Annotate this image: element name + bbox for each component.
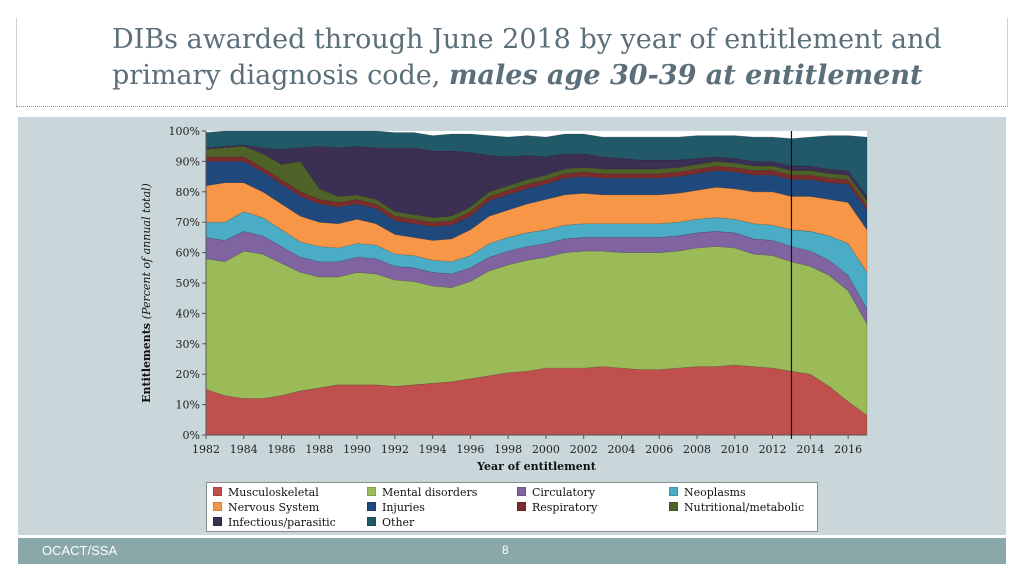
title-divider (16, 106, 1008, 107)
legend-swatch-neoplasms (669, 487, 678, 496)
legend-label: Nutritional/metabolic (684, 501, 805, 514)
x-tick-label: 1992 (381, 443, 409, 456)
x-tick-label: 2010 (721, 443, 749, 456)
y-tick-label: 70% (176, 216, 200, 229)
y-tick-label: 90% (176, 155, 200, 168)
legend-swatch-musculoskeletal (213, 487, 222, 496)
title-area: DIBs awarded through June 2018 by year o… (0, 0, 1024, 108)
legend-swatch-other (367, 517, 376, 526)
x-tick-label: 2016 (834, 443, 862, 456)
title-line-2: primary diagnosis code, males age 30-39 … (112, 58, 992, 94)
chart-legend: Musculoskeletal Nervous System Infectious/… (206, 482, 818, 532)
x-tick-label: 2002 (570, 443, 598, 456)
x-tick-label: 2012 (759, 443, 787, 456)
x-tick-label: 1982 (192, 443, 220, 456)
legend-item-circulatory: Circulatory (517, 485, 595, 500)
legend-item-nervous: Nervous System (213, 500, 319, 515)
x-tick-label: 1990 (343, 443, 371, 456)
slide-title: DIBs awarded through June 2018 by year o… (112, 22, 992, 94)
x-tick-label: 2006 (645, 443, 673, 456)
x-tick-label: 2004 (607, 443, 635, 456)
y-tick-label: 30% (176, 338, 200, 351)
x-tick-label: 1994 (419, 443, 447, 456)
x-axis-title: Year of entitlement (476, 460, 597, 473)
y-tick-label: 10% (176, 399, 200, 412)
legend-label: Infectious/parasitic (228, 516, 336, 529)
legend-swatch-nervous (213, 502, 222, 511)
title-line-2-plain: primary diagnosis code, (112, 60, 449, 91)
y-tick-label: 20% (176, 368, 200, 381)
y-tick-label: 50% (176, 277, 200, 290)
y-tick-label: 80% (176, 186, 200, 199)
legend-item-infectious: Infectious/parasitic (213, 515, 336, 530)
legend-swatch-nutritional (669, 502, 678, 511)
legend-item-musculoskeletal: Musculoskeletal (213, 485, 319, 500)
x-tick-label: 2000 (532, 443, 560, 456)
stacked-area-chart: 0% 10% 20% 30% 40% 50% 60% 70% 80% 90% 100% 1982 198… (140, 125, 868, 473)
y-tick-label: 0% (183, 429, 200, 442)
footer-org: OCACT/SSA (42, 543, 118, 558)
footer-bar: OCACT/SSA 8 (18, 538, 1006, 564)
legend-label: Other (382, 516, 415, 529)
title-left-rule (16, 18, 17, 106)
legend-swatch-circulatory (517, 487, 526, 496)
y-axis-title-italic: (Percent of annual total) (140, 183, 153, 319)
y-axis-title-bold: Entitlements (140, 319, 153, 403)
legend-item-respiratory: Respiratory (517, 500, 597, 515)
x-tick-label: 1998 (494, 443, 522, 456)
legend-label: Neoplasms (684, 486, 746, 499)
page-number: 8 (502, 543, 509, 557)
title-line-1: DIBs awarded through June 2018 by year o… (112, 24, 942, 55)
x-tick-label: 2014 (796, 443, 824, 456)
legend-item-other: Other (367, 515, 414, 530)
x-tick-label: 2008 (683, 443, 711, 456)
legend-swatch-mental (367, 487, 376, 496)
x-tick-label: 1988 (305, 443, 333, 456)
x-tick-label: 1996 (456, 443, 484, 456)
legend-label: Injuries (382, 501, 425, 514)
legend-swatch-injuries (367, 502, 376, 511)
legend-swatch-infectious (213, 517, 222, 526)
legend-swatch-respiratory (517, 502, 526, 511)
y-tick-label: 40% (176, 307, 200, 320)
legend-item-injuries: Injuries (367, 500, 425, 515)
legend-item-nutritional: Nutritional/metabolic (669, 500, 804, 515)
legend-label: Nervous System (228, 501, 320, 514)
legend-label: Mental disorders (382, 486, 478, 499)
legend-label: Respiratory (532, 501, 598, 514)
area-other (205, 130, 868, 198)
legend-item-neoplasms: Neoplasms (669, 485, 746, 500)
y-tick-label: 60% (176, 247, 200, 260)
y-tick-label: 100% (169, 125, 200, 138)
x-tick-label: 1986 (268, 443, 296, 456)
legend-item-mental: Mental disorders (367, 485, 477, 500)
legend-label: Circulatory (532, 486, 596, 499)
title-line-2-emphasis: males age 30-39 at entitlement (448, 60, 923, 91)
chart-panel: 0% 10% 20% 30% 40% 50% 60% 70% 80% 90% 100% 1982 198… (18, 117, 1006, 535)
x-tick-label: 1984 (230, 443, 258, 456)
legend-label: Musculoskeletal (228, 486, 319, 499)
title-right-rule (1007, 18, 1008, 106)
y-axis-title: Entitlements (Percent of annual total) (140, 183, 153, 403)
